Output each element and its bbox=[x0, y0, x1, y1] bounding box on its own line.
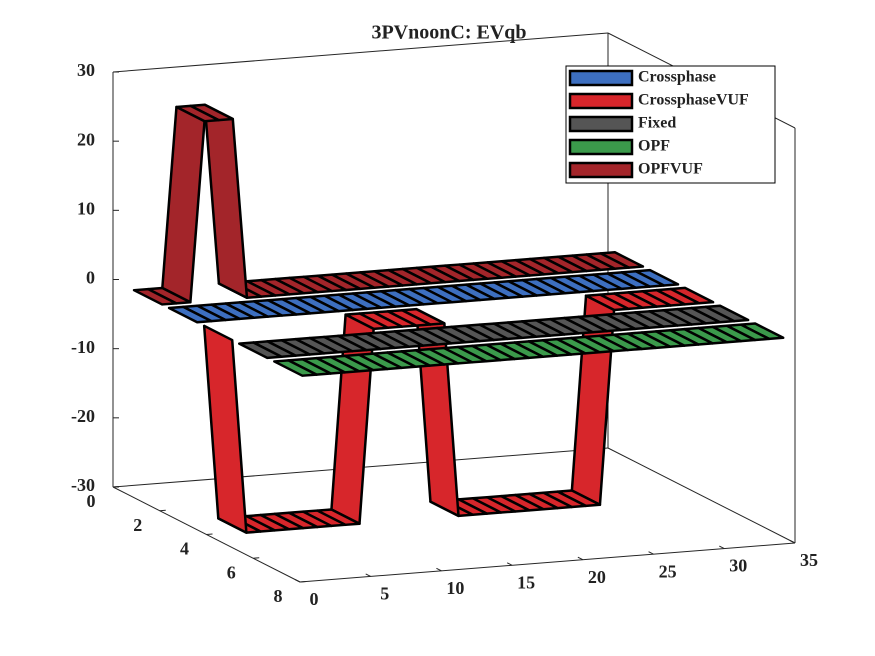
z-tick-label: 0 bbox=[86, 268, 95, 288]
ribbon-segment bbox=[203, 103, 249, 300]
y-tick bbox=[159, 509, 166, 512]
y-tick-label: 0 bbox=[87, 491, 96, 511]
legend-swatch bbox=[568, 92, 634, 110]
x-tick-label: 0 bbox=[310, 589, 319, 609]
x-tick-label: 5 bbox=[380, 584, 389, 604]
chart-title: 3PVnoonC: EVqb bbox=[371, 22, 526, 44]
x-tick bbox=[365, 573, 371, 577]
x-tick bbox=[719, 545, 725, 550]
legend-label: Fixed bbox=[638, 115, 676, 132]
ribbon-segment bbox=[202, 324, 248, 534]
y-tick bbox=[206, 533, 213, 535]
ribbon-segment bbox=[161, 105, 206, 304]
y-tick-label: 6 bbox=[227, 562, 236, 582]
z-tick-label: 20 bbox=[77, 129, 95, 149]
x-tick-label: 20 bbox=[588, 567, 606, 587]
axis-line bbox=[299, 542, 796, 583]
z-tick-label: 30 bbox=[77, 60, 95, 80]
legend-label: OPFVUF bbox=[638, 161, 703, 178]
legend: Crossphase CrossphaseVUF Fixed OPF OPFVUF bbox=[565, 65, 776, 184]
x-tick-label: 35 bbox=[800, 550, 818, 570]
ribbon-segment bbox=[132, 287, 178, 306]
x-tick-label: 15 bbox=[517, 572, 535, 592]
x-tick bbox=[789, 540, 796, 544]
axis-line bbox=[607, 447, 796, 544]
x-tick-label: 25 bbox=[659, 561, 677, 581]
y-tick-label: 2 bbox=[133, 515, 142, 535]
x-tick-label: 10 bbox=[446, 578, 464, 598]
y-tick bbox=[253, 557, 260, 559]
y-tick-label: 4 bbox=[180, 539, 189, 559]
x-tick bbox=[648, 551, 654, 555]
legend-label: OPF bbox=[638, 138, 670, 155]
legend-swatch bbox=[568, 161, 634, 179]
z-tick-label: -20 bbox=[71, 406, 95, 426]
x-tick bbox=[436, 567, 442, 572]
z-tick-label: -10 bbox=[71, 337, 95, 357]
ticks: -30 -20 -10 0 10 20 30 0 2 4 6 8 0 5 10 15 20 25 30 35 bbox=[71, 60, 818, 609]
ribbon-segment bbox=[237, 341, 283, 360]
legend-swatch bbox=[568, 69, 634, 87]
axis-line bbox=[112, 32, 609, 73]
legend-swatch bbox=[568, 115, 634, 133]
ribbons bbox=[132, 103, 785, 534]
y-tick bbox=[299, 581, 307, 583]
legend-label: CrossphaseVUF bbox=[638, 92, 749, 109]
x-tick bbox=[577, 556, 584, 561]
legend-swatch bbox=[568, 138, 634, 156]
z-tick-label: -30 bbox=[71, 475, 95, 495]
legend-label: Crossphase bbox=[638, 69, 716, 86]
z-tick-label: 10 bbox=[77, 198, 95, 218]
y-tick bbox=[112, 486, 120, 488]
ribbon-segment bbox=[273, 359, 318, 377]
ribbon-segment bbox=[167, 305, 213, 324]
x-tick bbox=[294, 579, 301, 583]
x-tick bbox=[506, 562, 513, 566]
x-tick-label: 30 bbox=[729, 556, 747, 576]
y-tick-label: 8 bbox=[274, 586, 283, 606]
